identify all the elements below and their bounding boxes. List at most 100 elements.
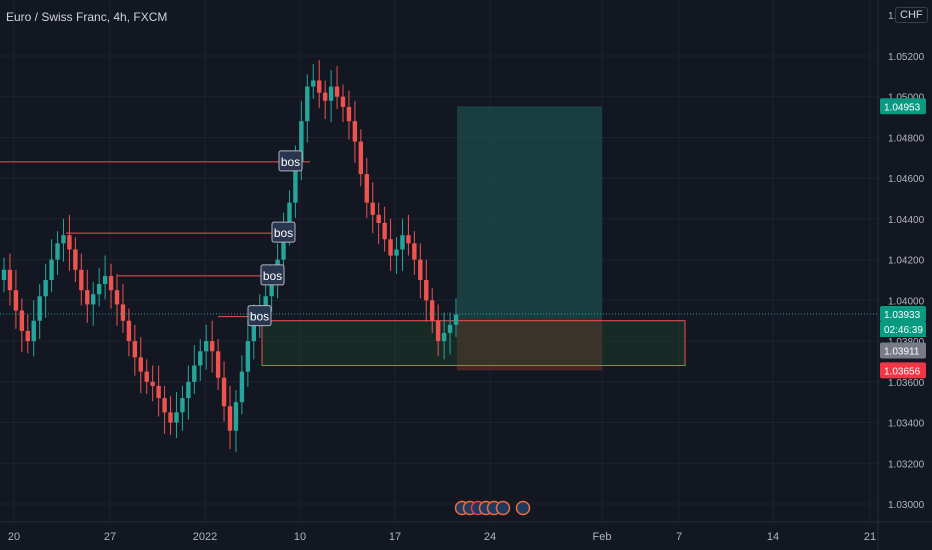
candle-body bbox=[168, 412, 173, 423]
candle-body bbox=[1, 269, 7, 280]
candle-body bbox=[43, 280, 48, 297]
bos-label: bos bbox=[263, 269, 282, 283]
candle-body bbox=[96, 284, 102, 295]
y-tick-label: 1.04400 bbox=[888, 215, 925, 226]
y-tick-label: 1.03000 bbox=[888, 500, 925, 511]
candle-body bbox=[79, 269, 84, 291]
candle-body bbox=[447, 324, 453, 333]
bos-label-box bbox=[260, 264, 285, 286]
candle-body bbox=[198, 351, 203, 366]
candle-body bbox=[358, 141, 364, 175]
chart-title: Euro / Swiss Franc, 4h, FXCM bbox=[6, 10, 168, 24]
candle-body bbox=[400, 235, 405, 250]
candle-body bbox=[61, 235, 66, 244]
candle-body bbox=[382, 222, 387, 240]
candle-body bbox=[239, 371, 245, 403]
x-tick-label: Feb bbox=[593, 531, 612, 543]
bos-label-box bbox=[278, 150, 303, 172]
candle-body bbox=[55, 243, 60, 260]
candle-body bbox=[435, 320, 441, 342]
candle-body bbox=[394, 249, 399, 256]
bos-label: bos bbox=[274, 226, 293, 240]
x-tick-label: 7 bbox=[676, 531, 682, 543]
candle-body bbox=[192, 365, 197, 382]
candle-body bbox=[144, 371, 149, 382]
y-tick-label: 1.05200 bbox=[888, 52, 925, 63]
candle-body bbox=[204, 341, 209, 352]
candle-body bbox=[251, 316, 256, 342]
candles bbox=[1, 60, 459, 453]
y-tick-label: 1.04000 bbox=[888, 296, 925, 307]
y-tick-label: 1.03600 bbox=[888, 378, 925, 389]
candle-body bbox=[441, 332, 447, 342]
candle-body bbox=[19, 310, 25, 331]
bos-label: bos bbox=[250, 310, 269, 324]
candle-body bbox=[162, 398, 167, 413]
candle-body bbox=[352, 121, 358, 142]
candle-body bbox=[25, 330, 30, 342]
price-tag-entry-label: 1.03911 bbox=[884, 346, 920, 357]
bos-label: bos bbox=[281, 155, 300, 169]
price-tag-current bbox=[880, 306, 926, 323]
x-tick-label: 20 bbox=[8, 531, 20, 543]
candle-body bbox=[370, 202, 375, 215]
price-tag-stop bbox=[880, 362, 926, 379]
candle-body bbox=[340, 96, 346, 107]
candle-body bbox=[388, 239, 393, 256]
candle-body bbox=[37, 296, 42, 321]
candle-body bbox=[406, 235, 411, 244]
candle-body bbox=[299, 121, 304, 162]
price-tag-target bbox=[880, 98, 926, 115]
x-tick-label: 14 bbox=[767, 531, 779, 543]
candle-body bbox=[430, 300, 435, 321]
candle-body bbox=[126, 320, 132, 342]
candle-body bbox=[174, 412, 179, 423]
candle-body bbox=[424, 280, 429, 301]
candle-body bbox=[85, 290, 90, 305]
bos-label-box bbox=[247, 305, 272, 327]
y-tick-label: 1.05000 bbox=[888, 93, 925, 104]
candle-body bbox=[328, 86, 334, 101]
candle-body bbox=[120, 304, 126, 321]
y-tick-label: 1.04600 bbox=[888, 174, 925, 185]
candle-body bbox=[108, 275, 114, 291]
candle-body bbox=[418, 259, 423, 280]
x-tick-label: 27 bbox=[104, 531, 116, 543]
candle-body bbox=[453, 314, 459, 325]
candle-body bbox=[281, 233, 286, 260]
candle-body bbox=[221, 377, 227, 407]
candle-body bbox=[186, 381, 191, 399]
currency-button[interactable]: CHF bbox=[895, 7, 928, 23]
candle-body bbox=[311, 80, 316, 87]
candle-body bbox=[287, 202, 292, 234]
demand-zone-box bbox=[261, 320, 686, 367]
x-tick-label: 17 bbox=[389, 531, 401, 543]
price-tag-current-label: 1.03933 bbox=[884, 310, 921, 321]
x-tick-label: 10 bbox=[294, 531, 306, 543]
candle-body bbox=[322, 92, 328, 101]
position-target-zone bbox=[457, 106, 602, 319]
y-tick-label: 1.03200 bbox=[888, 459, 925, 470]
candle-body bbox=[245, 341, 251, 372]
candle-body bbox=[376, 214, 381, 223]
price-tag-target-label: 1.04953 bbox=[884, 102, 921, 113]
countdown-label: 02:46:39 bbox=[884, 325, 923, 336]
y-tick-label: 1.04200 bbox=[888, 256, 925, 267]
x-tick-label: 2022 bbox=[193, 531, 217, 543]
x-tick-label: 24 bbox=[484, 531, 496, 543]
candle-body bbox=[132, 341, 138, 358]
price-tag-entry bbox=[880, 342, 926, 359]
candle-body bbox=[73, 249, 78, 270]
candle-body bbox=[13, 290, 19, 311]
candle-body bbox=[209, 341, 215, 352]
candle-body bbox=[7, 269, 13, 291]
candle-body bbox=[49, 259, 54, 280]
candle-body bbox=[412, 243, 417, 260]
candle-body bbox=[263, 296, 268, 311]
candle-body bbox=[102, 275, 108, 285]
candle-body bbox=[317, 80, 322, 93]
candle-body bbox=[364, 174, 369, 203]
candle-body bbox=[180, 398, 185, 413]
candle-body bbox=[233, 402, 239, 431]
